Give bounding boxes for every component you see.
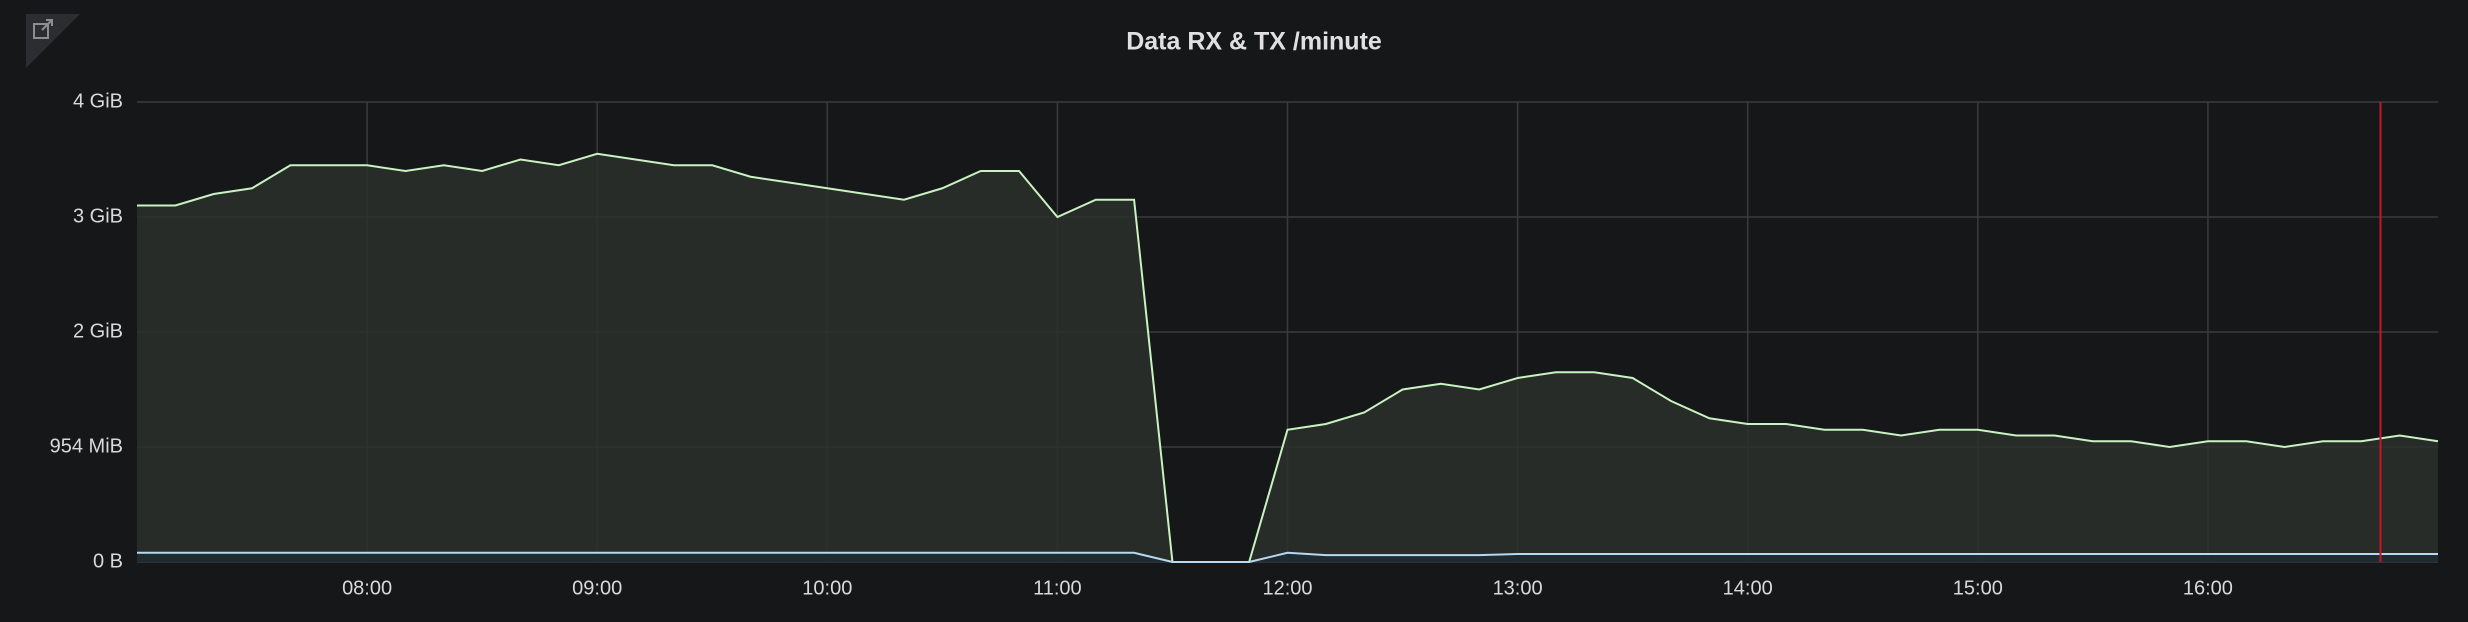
- link-icon[interactable]: [33, 19, 53, 39]
- x-tick-label: 10:00: [802, 577, 852, 599]
- x-tick-label: 13:00: [1493, 577, 1543, 599]
- y-tick-label: 0 B: [93, 550, 123, 572]
- series-line: [137, 152, 2439, 563]
- series-area: [137, 153, 2438, 562]
- y-tick-label: 3 GiB: [73, 205, 123, 227]
- y-tick-label: 2 GiB: [73, 320, 123, 342]
- x-tick-label: 15:00: [1953, 577, 2003, 599]
- series-area: [137, 552, 2438, 562]
- series-line: [137, 551, 2438, 563]
- chart-title: Data RX & TX /minute: [1126, 28, 1382, 56]
- y-tick-label: 4 GiB: [73, 90, 123, 112]
- y-tick-label: 954 MiB: [50, 435, 123, 457]
- x-tick-label: 12:00: [1262, 577, 1312, 599]
- x-tick-label: 14:00: [1723, 577, 1773, 599]
- x-tick-label: 08:00: [342, 577, 392, 599]
- panel-corner[interactable]: [26, 14, 80, 68]
- x-tick-label: 16:00: [2183, 577, 2233, 599]
- x-tick-label: 11:00: [1033, 577, 1082, 599]
- x-tick-label: 09:00: [572, 577, 622, 599]
